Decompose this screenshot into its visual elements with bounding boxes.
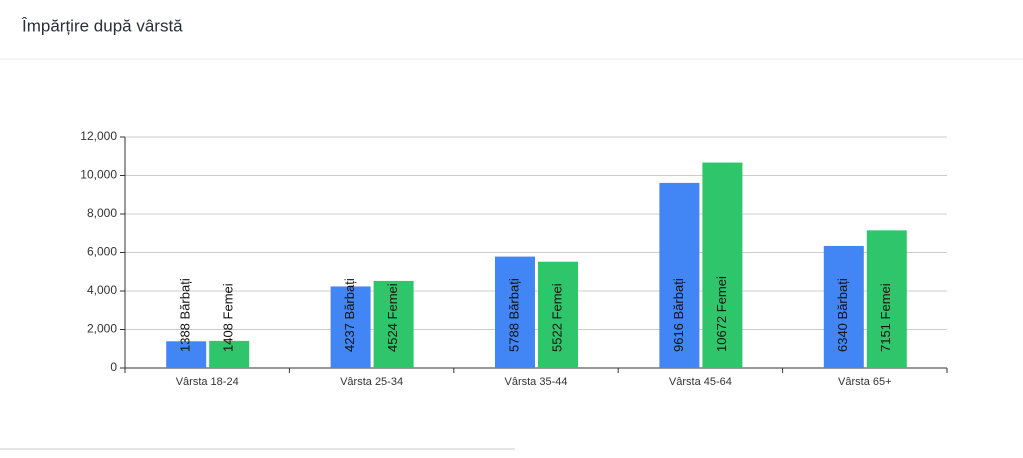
data-label: 10672 Femei [714, 276, 729, 352]
x-tick-label: Vârsta 25-34 [340, 376, 403, 388]
y-tick-label: 6,000 [87, 245, 117, 259]
bar [166, 341, 207, 368]
chart-title: Împărțire după vârstă [21, 16, 183, 35]
bar [330, 286, 371, 368]
x-tick-label: Vârsta 35-44 [505, 376, 568, 388]
bar [538, 261, 578, 368]
bar [373, 280, 414, 368]
y-tick-label: 10,000 [80, 168, 117, 182]
data-label: 1388 Bărbați [178, 278, 193, 352]
data-label: 4237 Bărbați [342, 278, 357, 352]
y-tick-label: 12,000 [80, 129, 117, 143]
data-label: 1408 Femei [221, 283, 236, 352]
x-tick-label: Vârsta 65+ [838, 376, 892, 388]
y-tick-label: 8,000 [87, 206, 117, 220]
data-label: 6340 Bărbați [835, 278, 850, 352]
data-label: 5522 Femei [549, 283, 564, 352]
bar [495, 256, 535, 368]
data-label: 7151 Femei [878, 283, 893, 352]
bar [209, 340, 250, 368]
bar [823, 245, 864, 368]
data-label: 9616 Bărbați [671, 278, 686, 352]
bar [659, 182, 700, 368]
bar [702, 162, 743, 368]
x-tick-label: Vârsta 18-24 [176, 376, 239, 388]
y-tick-label: 0 [110, 360, 117, 374]
y-tick-label: 2,000 [87, 322, 117, 336]
y-tick-label: 4,000 [87, 283, 117, 297]
data-label: 5788 Bărbați [506, 278, 521, 352]
bar [866, 230, 907, 368]
data-label: 4524 Femei [385, 283, 400, 352]
x-tick-label: Vârsta 45-64 [669, 376, 732, 388]
